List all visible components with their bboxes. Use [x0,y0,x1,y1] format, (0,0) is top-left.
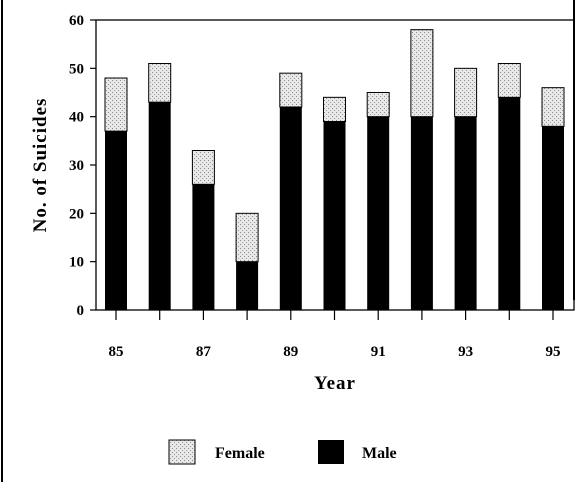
legend-swatch-male [318,440,344,464]
bar-male-89 [279,107,302,310]
bar-male-91 [367,116,390,311]
bar-female-95 [541,87,565,127]
bar-male-92 [410,116,433,311]
y-axis: 0 10 20 30 40 50 60 [69,13,96,319]
bar-male-88 [236,261,259,310]
x-tick-label: 95 [546,344,561,360]
bar-male-93 [454,116,477,311]
legend-swatch-female [168,439,196,465]
bar-female-92 [410,29,434,118]
bar-male-85 [105,131,127,310]
bar-female-85 [104,77,128,132]
bar-female-90 [323,96,346,123]
bars [104,29,565,311]
y-tick-label: 60 [69,13,84,29]
legend-label-female: Female [215,445,265,462]
bar-female-87 [191,150,215,185]
x-axis: 85 87 89 91 93 95 [109,310,561,360]
y-tick-label: 50 [69,61,84,77]
y-axis-title: No. of Suicides [30,98,51,233]
y-tick-label: 40 [69,110,84,126]
bar-female-88 [235,212,259,263]
bar-male-87 [192,184,215,310]
bar-female-89 [279,72,303,108]
bar-male-90 [323,121,346,310]
x-tick-label: 89 [283,344,298,360]
x-tick-label: 85 [109,344,124,360]
y-tick-label: 10 [69,255,84,271]
y-tick-label: 20 [69,206,84,222]
bar-male-86 [148,102,171,311]
bar-female-91 [366,92,390,118]
bar-female-93 [454,67,478,118]
bar-male-94 [498,97,521,310]
legend: Female Male [168,439,397,465]
legend-label-male: Male [362,445,397,462]
bar-female-94 [497,63,521,98]
bar-female-86 [148,63,172,103]
y-tick-label: 30 [69,158,84,174]
x-tick-label: 87 [196,344,212,360]
x-tick-label: 91 [371,344,386,360]
x-axis-title: Year [314,373,356,394]
bar-male-95 [542,126,564,310]
x-tick-label: 93 [458,344,473,360]
plot-area: 0 10 20 30 40 50 60 85 87 89 91 93 95 [69,13,575,360]
y-tick-label: 0 [77,303,85,319]
